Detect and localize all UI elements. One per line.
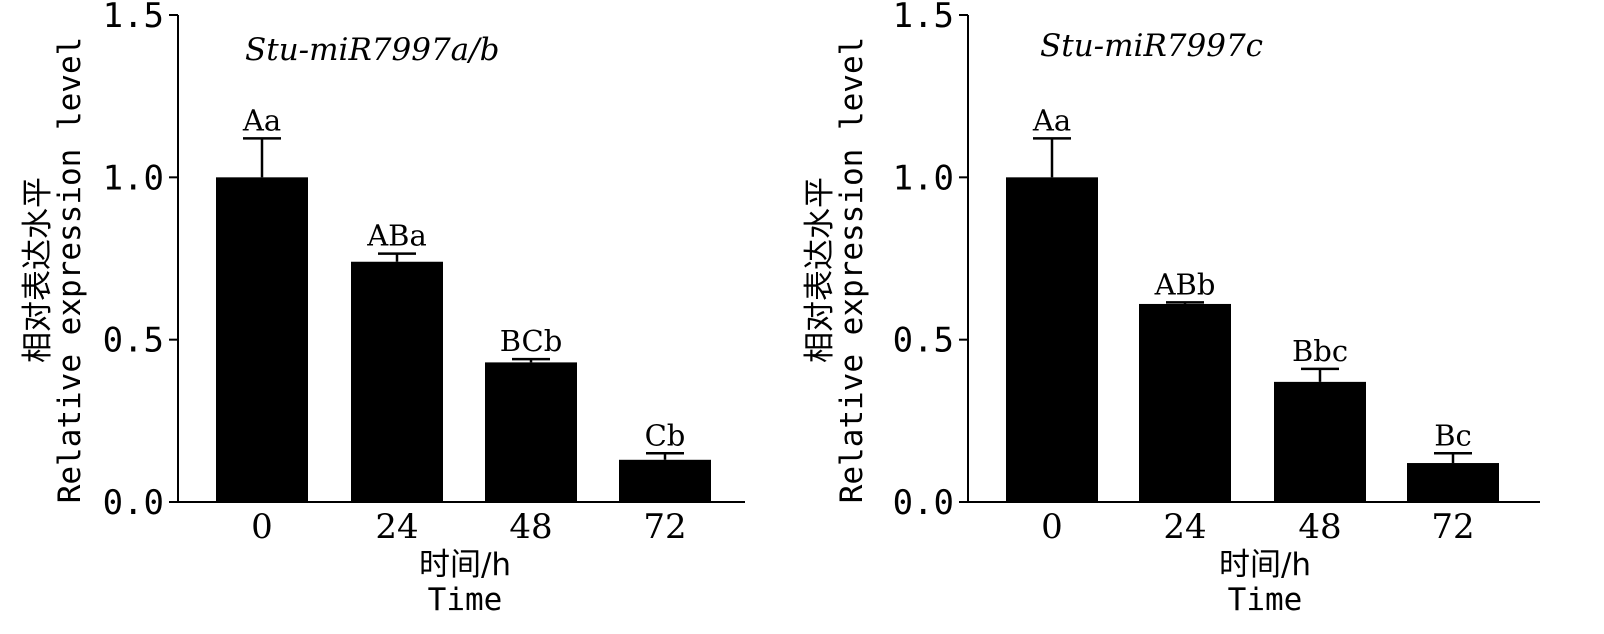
x-tick-label: 48: [509, 507, 552, 547]
y-tick-label: 0.0: [893, 483, 954, 523]
y-axis-label-cn: 相对表达水平: [20, 177, 56, 363]
y-tick-label: 0.5: [103, 321, 164, 361]
significance-label: ABa: [366, 219, 427, 253]
significance-label: Bc: [1434, 418, 1472, 452]
y-tick-label: 0.0: [103, 483, 164, 523]
chart-title: Stu-miR7997a/b: [245, 32, 499, 68]
significance-label: Aa: [242, 103, 281, 137]
x-tick-label: 0: [1041, 507, 1063, 547]
significance-label: Cb: [645, 418, 686, 452]
y-tick-label: 0.5: [893, 321, 954, 361]
x-axis-label-cn: 时间/h: [419, 547, 511, 583]
chart-title: Stu-miR7997c: [1040, 28, 1263, 64]
bar: [1407, 463, 1499, 502]
bar: [1139, 303, 1231, 502]
y-tick-label: 1.5: [893, 0, 954, 36]
bar: [619, 459, 711, 502]
y-tick-label: 1.5: [103, 0, 164, 36]
x-tick-label: 72: [643, 507, 686, 547]
x-tick-label: 24: [375, 507, 418, 547]
x-axis-label-en: Time: [1228, 582, 1303, 618]
chart-marks: 0.0 0.5 1.0 1.5 Aa 0 ABb 24 Bbc 48 Bc 72: [893, 0, 1540, 547]
x-tick-label: 48: [1298, 507, 1341, 547]
x-tick-label: 72: [1431, 507, 1474, 547]
bar: [1274, 381, 1366, 502]
x-axis-label-cn: 时间/h: [1219, 547, 1311, 583]
y-tick-label: 1.0: [103, 158, 164, 198]
significance-label: Bbc: [1292, 334, 1348, 368]
chart-panel-right: Stu-miR7997c 相对表达水平 Relative expression …: [802, 0, 1540, 618]
bar: [351, 261, 443, 502]
x-tick-label: 0: [251, 507, 273, 547]
bar: [485, 362, 577, 502]
x-axis-label-en: Time: [428, 582, 503, 618]
significance-label: BCb: [500, 324, 563, 358]
y-tick-label: 1.0: [893, 158, 954, 198]
y-axis-label-cn: 相对表达水平: [802, 177, 838, 363]
significance-label: Aa: [1032, 103, 1071, 137]
x-tick-label: 24: [1163, 507, 1206, 547]
bar: [216, 177, 308, 503]
chart-marks: 0.0 0.5 1.0 1.5 Aa 0 ABa 24 BCb 48 Cb 72: [103, 0, 745, 547]
y-axis-label-en: Relative expression level: [834, 37, 870, 504]
bar: [1006, 177, 1098, 503]
chart-panel-left: Stu-miR7997a/b 相对表达水平 Relative expressio…: [20, 0, 745, 618]
significance-label: ABb: [1154, 267, 1216, 301]
y-axis-label-en: Relative expression level: [52, 37, 88, 504]
